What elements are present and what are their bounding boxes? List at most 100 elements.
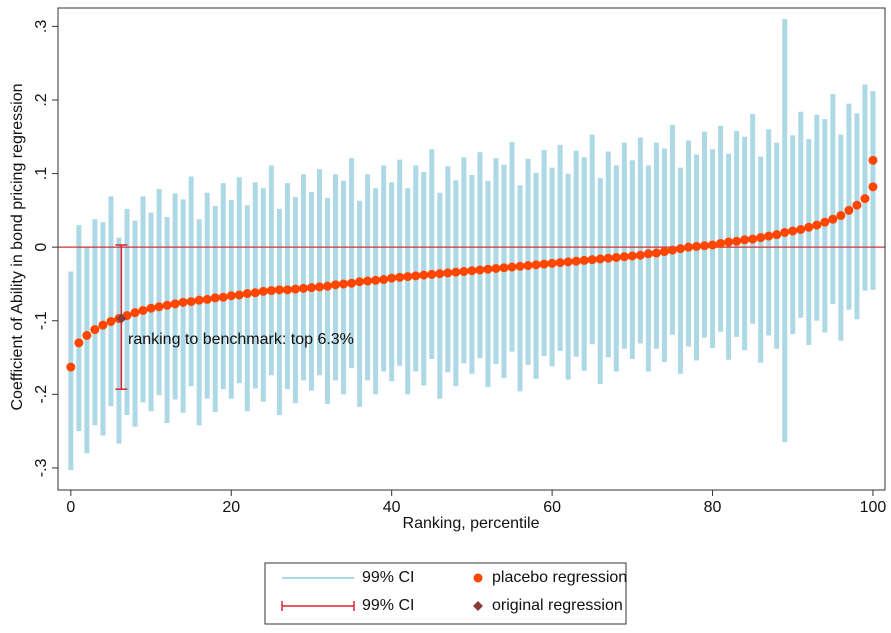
placebo-point [740, 235, 750, 245]
placebo-point [218, 292, 228, 302]
y-tick-label: -.3 [33, 458, 50, 477]
placebo-point [732, 236, 742, 246]
placebo-point [371, 275, 381, 285]
placebo-point [764, 231, 774, 241]
diamond-marker [473, 601, 483, 611]
placebo-point [796, 224, 806, 234]
placebo-point [242, 289, 252, 299]
placebo-point [868, 155, 878, 165]
placebo-point [314, 282, 324, 292]
placebo-point [339, 279, 349, 289]
placebo-point [499, 263, 509, 273]
placebo-point [106, 316, 116, 326]
placebo-point [427, 269, 437, 279]
legend-label: original regression [492, 597, 623, 614]
placebo-point [274, 285, 284, 295]
y-tick-label: .1 [33, 167, 50, 180]
placebo-point [491, 264, 501, 274]
y-axis-label: Coefficient of Ability in bond pricing r… [9, 84, 26, 411]
placebo-point [467, 266, 477, 276]
placebo-point [411, 271, 421, 281]
placebo-point [700, 241, 710, 251]
placebo-point [804, 222, 814, 232]
placebo-point [836, 211, 846, 221]
placebo-point [675, 244, 685, 254]
placebo-point [820, 217, 830, 227]
placebo-point [306, 283, 316, 293]
x-tick-label: 80 [704, 499, 722, 516]
placebo-point [563, 257, 573, 267]
placebo-point [483, 264, 493, 274]
placebo-point [363, 276, 373, 286]
placebo-point [451, 267, 461, 277]
placebo-point [635, 250, 645, 260]
placebo-point [282, 285, 292, 295]
placebo-point [571, 256, 581, 266]
placebo-point [828, 214, 838, 224]
legend: 99% CI placebo regression 99% CI original r… [264, 562, 627, 625]
placebo-point [659, 247, 669, 257]
placebo-point [724, 237, 734, 247]
placebo-point [547, 258, 557, 268]
placebo-point [138, 305, 148, 315]
placebo-point [347, 278, 357, 288]
placebo-point [788, 226, 798, 236]
placebo-point [210, 293, 220, 303]
placebo-point [748, 234, 758, 244]
placebo-point [691, 241, 701, 251]
placebo-point [323, 281, 333, 291]
placebo-point [515, 261, 525, 271]
y-tick-label: .3 [33, 20, 50, 33]
placebo-point [708, 240, 718, 250]
placebo-point [90, 325, 100, 335]
legend-frame [264, 562, 627, 625]
plot-area [58, 19, 885, 471]
placebo-point [756, 233, 766, 243]
placebo-point [194, 295, 204, 305]
placebo-point [475, 265, 485, 275]
placebo-point [772, 230, 782, 240]
placebo-point [82, 330, 92, 340]
placebo-point [780, 227, 790, 237]
placebo-point [531, 260, 541, 270]
placebo-point [234, 290, 244, 300]
placebo-point [331, 280, 341, 290]
placebo-point [619, 252, 629, 262]
placebo-point [555, 258, 565, 268]
y-tick-label: 0 [33, 243, 50, 252]
placebo-point [435, 269, 445, 279]
y-tick-label: -.2 [33, 385, 50, 404]
placebo-point [860, 194, 870, 204]
x-tick-label: 100 [860, 499, 887, 516]
placebo-point [603, 253, 613, 263]
placebo-point [250, 288, 260, 298]
placebo-point [651, 248, 661, 258]
placebo-point [716, 238, 726, 248]
placebo-point [170, 299, 180, 309]
placebo-point [298, 283, 308, 293]
x-tick-label: 40 [383, 499, 401, 516]
placebo-point [146, 303, 156, 313]
legend-swatch [473, 573, 483, 583]
placebo-point [667, 245, 677, 255]
placebo-point [459, 266, 469, 276]
placebo-point [643, 249, 653, 259]
legend-label: 99% CI [362, 569, 414, 586]
placebo-point [403, 272, 413, 282]
legend-label: placebo regression [492, 569, 627, 586]
placebo-point [523, 261, 533, 271]
placebo-point [443, 268, 453, 278]
placebo-point [868, 182, 878, 192]
placebo-point [844, 205, 854, 215]
placebo-point [627, 251, 637, 261]
placebo-point [202, 294, 212, 304]
diamond-marker [116, 313, 127, 324]
placebo-point [611, 252, 621, 262]
placebo-point [258, 286, 268, 296]
placebo-point [178, 297, 188, 307]
placebo-point [186, 297, 196, 307]
placebo-point [507, 262, 517, 272]
placebo-point [852, 200, 862, 210]
x-tick-label: 0 [66, 499, 75, 516]
